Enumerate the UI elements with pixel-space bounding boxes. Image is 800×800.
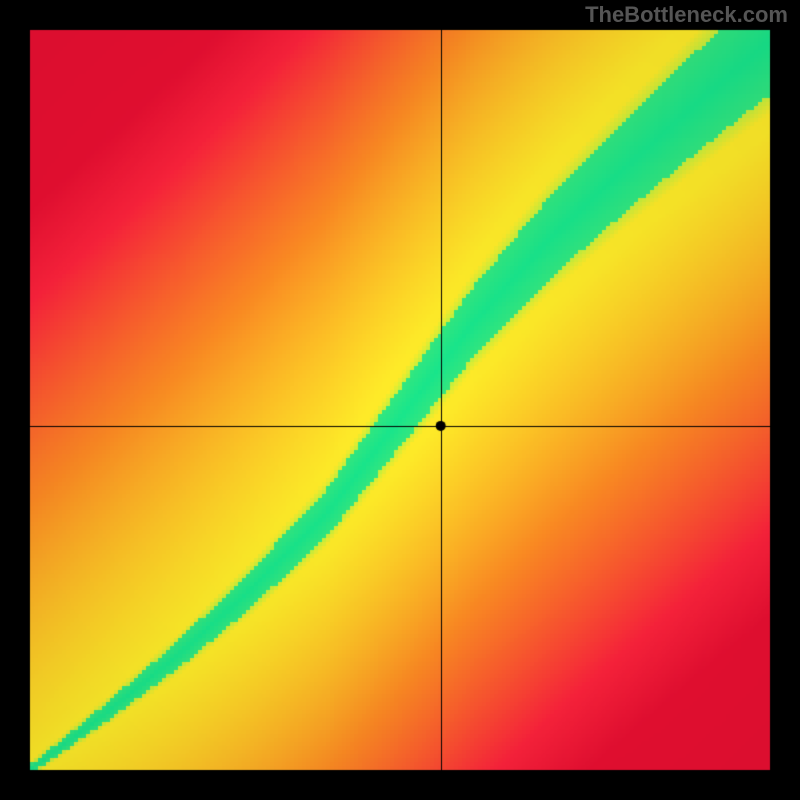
heatmap-canvas: [0, 0, 800, 800]
attribution-label: TheBottleneck.com: [583, 0, 794, 30]
chart-container: TheBottleneck.com: [0, 0, 800, 800]
